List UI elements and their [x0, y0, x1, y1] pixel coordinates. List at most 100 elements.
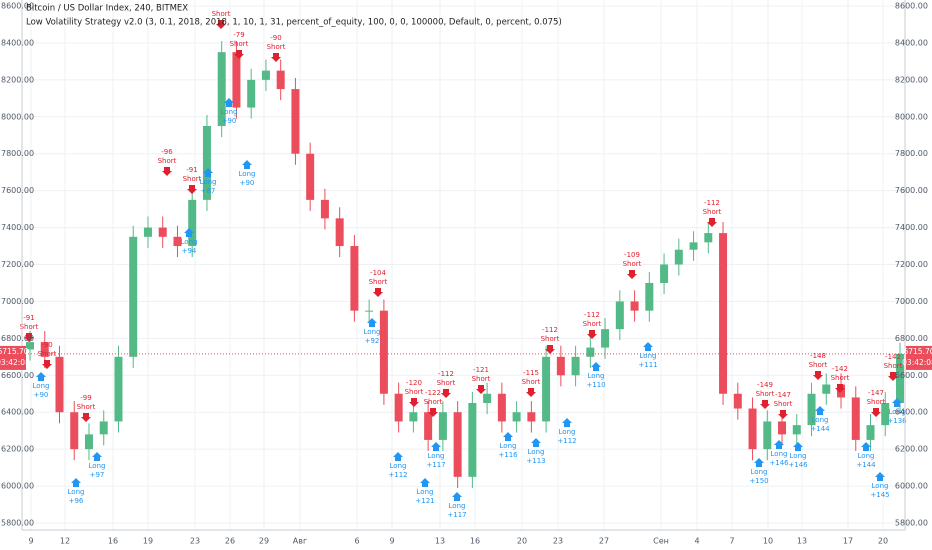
- signal-result: -112: [704, 199, 720, 207]
- signal-result: +112: [388, 471, 407, 479]
- y-tick-label: 6600.00: [895, 371, 928, 380]
- candle-body: [99, 421, 108, 435]
- y-tick-label: 5800.00: [895, 519, 928, 528]
- x-tick-label: 13: [435, 537, 445, 546]
- signal-result: -112: [438, 370, 454, 378]
- signal-arrow: [184, 228, 194, 237]
- y-tick-label: 6200.00: [895, 445, 928, 454]
- signal-arrow: [367, 318, 377, 327]
- signal-result: -147: [868, 389, 884, 397]
- signal-arrow: [420, 478, 430, 487]
- signal-result: -109: [624, 251, 640, 259]
- signal-side: Long: [771, 450, 788, 458]
- signal-arrow: [531, 438, 541, 447]
- signal-side: Long: [221, 108, 238, 116]
- y-tick-label: 8600.00: [895, 2, 928, 11]
- x-tick-label: 20: [517, 537, 527, 546]
- candle-body: [468, 402, 477, 477]
- signal-arrow: [271, 53, 281, 62]
- signal-arrow: [503, 432, 513, 441]
- signal-result: +117: [426, 461, 445, 469]
- y-tick-label-left: 8600.00: [1, 2, 34, 11]
- candle-body: [851, 397, 860, 440]
- signal-side: Short: [437, 379, 456, 387]
- signal-side: Long: [181, 238, 198, 246]
- signal-result: +117: [447, 511, 466, 519]
- signal-arrow: [643, 342, 653, 351]
- x-tick-label: 26: [225, 537, 235, 546]
- signal-result: -96: [161, 148, 173, 156]
- candle-body: [719, 233, 728, 394]
- x-tick-label: 12: [60, 537, 70, 546]
- signal-side: Long: [200, 178, 217, 186]
- y-tick-label: 7200.00: [895, 260, 928, 269]
- signal-side: Long: [640, 352, 657, 360]
- candle-body: [615, 301, 624, 330]
- signal-arrow: [216, 20, 226, 29]
- y-tick-label-left: 6200.00: [1, 445, 34, 454]
- candle-body: [173, 236, 182, 247]
- candle-body: [394, 393, 403, 422]
- signal-side: Short: [158, 157, 177, 165]
- candle-body: [453, 412, 462, 477]
- x-tick-label: 6: [354, 537, 359, 546]
- signal-arrow: [526, 388, 536, 397]
- candle-body: [571, 356, 580, 376]
- signal-result: -104: [370, 269, 386, 277]
- signal-side: Short: [230, 40, 249, 48]
- countdown-label: 03:42:08: [0, 358, 30, 367]
- signal-result: +150: [749, 477, 768, 485]
- signal-arrow: [373, 288, 383, 297]
- signal-arrow: [24, 333, 34, 342]
- signal-result: +146: [788, 461, 808, 469]
- signal-result: -142: [832, 365, 848, 373]
- candle-body: [217, 52, 226, 127]
- y-tick-label-left: 8400.00: [1, 38, 34, 47]
- x-tick-label: 16: [108, 537, 118, 546]
- x-tick-label: 23: [553, 537, 563, 546]
- signal-side: Long: [872, 482, 889, 490]
- signal-arrow: [234, 50, 244, 59]
- countdown-label: 03:42:08: [902, 358, 932, 367]
- y-tick-label: 6000.00: [895, 482, 928, 491]
- signal-arrow: [888, 372, 898, 381]
- signal-side: Short: [541, 335, 560, 343]
- signal-arrow: [224, 98, 234, 107]
- signal-side: Long: [559, 428, 576, 436]
- signal-arrow: [431, 442, 441, 451]
- x-tick-label: 17: [843, 537, 853, 546]
- candle-body: [881, 402, 890, 426]
- y-tick-label: 7800.00: [895, 149, 928, 158]
- signal-side: Short: [183, 175, 202, 183]
- signal-result: +121: [415, 497, 434, 505]
- signal-side: Short: [831, 374, 850, 382]
- y-tick-label: 8200.00: [895, 75, 928, 84]
- signal-result: -149: [757, 381, 773, 389]
- signal-result: +96: [69, 497, 84, 505]
- signal-arrow: [813, 371, 823, 380]
- y-tick-label: 6800.00: [895, 334, 928, 343]
- chart-subtitle: Low Volatility Strategy v2.0 (3, 0.1, 20…: [26, 18, 562, 28]
- signal-side: Short: [522, 378, 541, 386]
- candle-body: [26, 342, 34, 350]
- signal-arrow: [774, 440, 784, 449]
- y-tick-label-left: 7600.00: [1, 186, 34, 195]
- signal-side: Long: [428, 452, 445, 460]
- candle-body: [55, 356, 64, 413]
- candle-body: [497, 393, 506, 422]
- signal-arrow: [476, 385, 486, 394]
- x-tick-label: 4: [694, 537, 699, 546]
- candle-body: [807, 393, 816, 426]
- candle-body: [483, 393, 492, 403]
- price-tag-label: 6715.70: [903, 347, 932, 356]
- y-tick-label-left: 7200.00: [1, 260, 34, 269]
- signal-side: Short: [38, 350, 57, 358]
- signal-result: +112: [557, 437, 576, 445]
- signal-arrow: [627, 270, 637, 279]
- candle-body: [542, 356, 551, 422]
- signal-side: Short: [756, 390, 775, 398]
- signal-arrow: [875, 472, 885, 481]
- y-tick-label: 6400.00: [895, 408, 928, 417]
- signal-side: Short: [77, 403, 96, 411]
- candle-body: [424, 412, 433, 440]
